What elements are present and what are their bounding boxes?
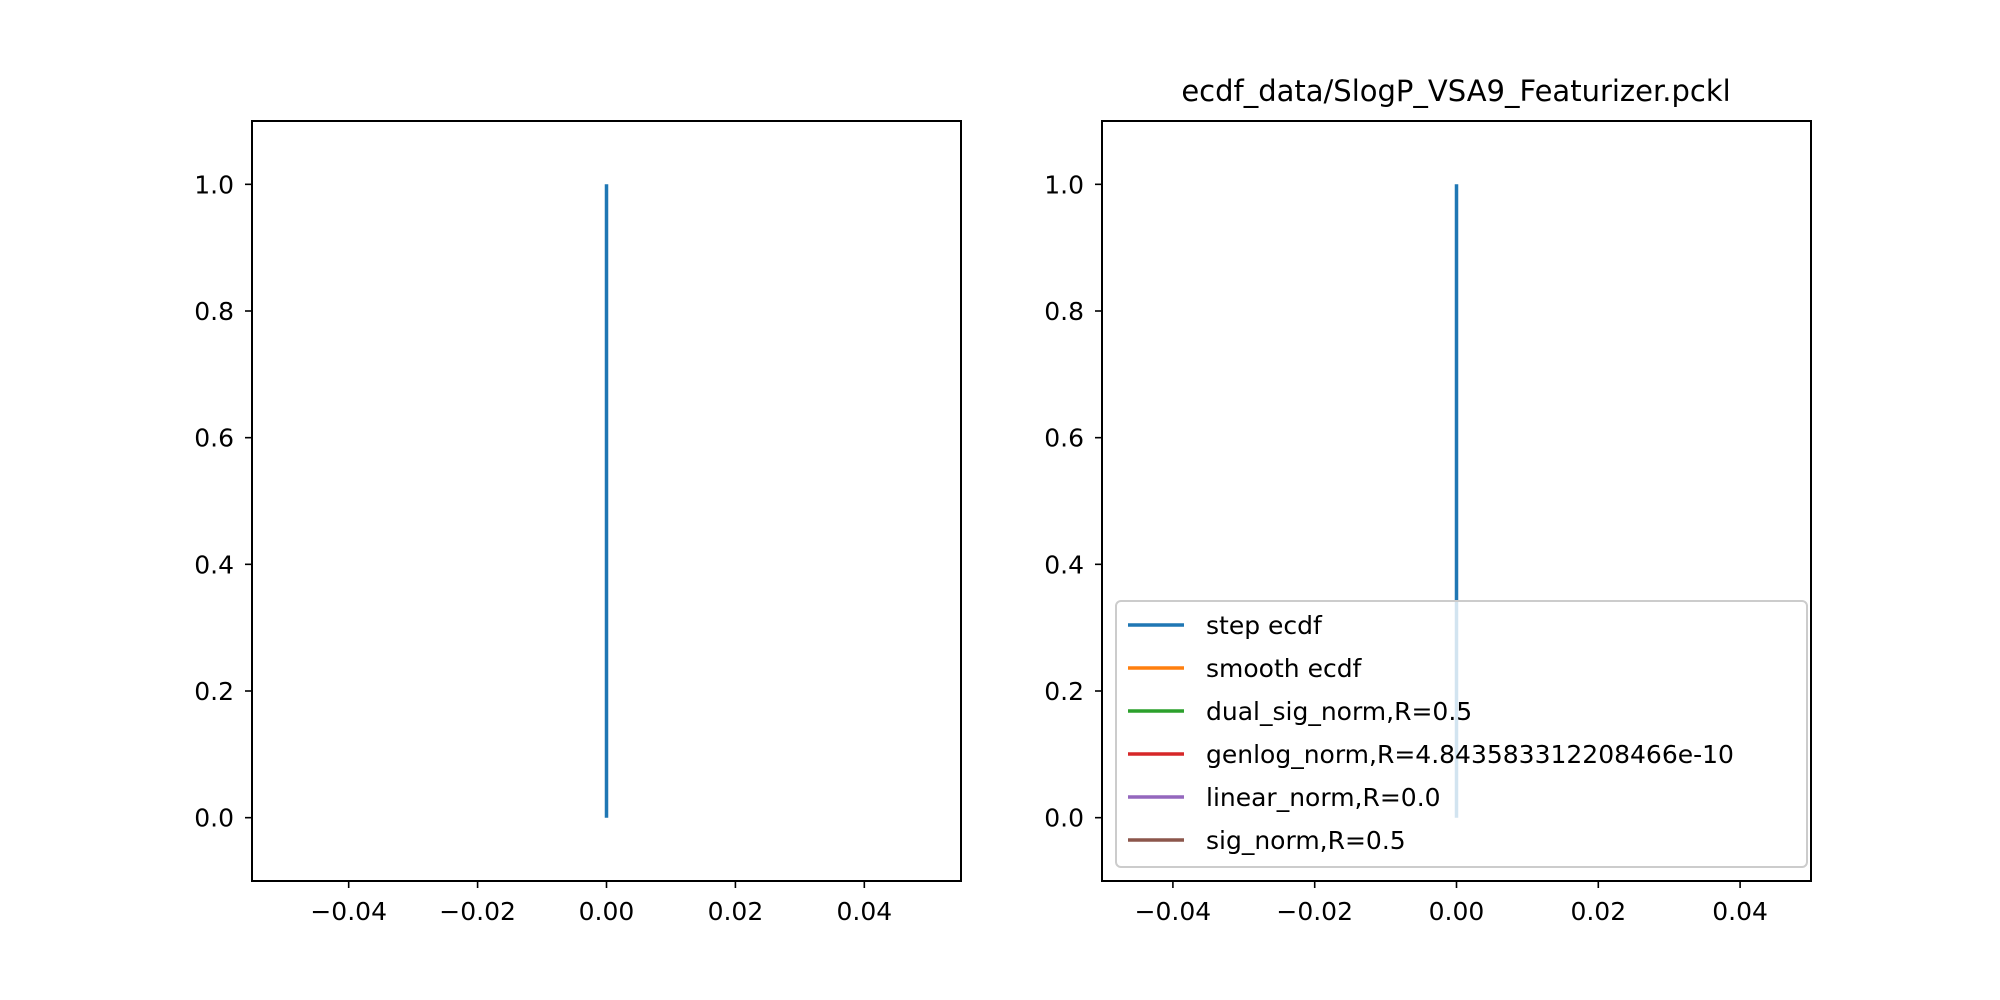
right-chart-y-tick-label: 0.0: [1044, 804, 1084, 833]
legend-label: linear_norm,R=0.0: [1206, 783, 1441, 812]
right-chart-axes-frame: [1101, 120, 1812, 882]
legend-label: genlog_norm,R=4.843583312208466e-10: [1206, 740, 1734, 769]
left-chart-y-tick-label: 1.0: [194, 170, 234, 199]
right-chart-panel: ecdf_data/SlogP_VSA9_Featurizer.pckl −0.…: [1044, 74, 1812, 926]
left-chart-x-tick-label: −0.04: [310, 897, 387, 926]
legend-label: dual_sig_norm,R=0.5: [1206, 697, 1472, 726]
legend-label: smooth ecdf: [1206, 654, 1363, 683]
legend-label: step ecdf: [1206, 611, 1323, 640]
right-chart-x-tick-label: 0.00: [1429, 897, 1485, 926]
right-chart-y-tick-label: 0.2: [1044, 677, 1084, 706]
left-chart-y-tick-label: 0.6: [194, 424, 234, 453]
left-chart-panel: −0.04 −0.02 0.00 0.02 0.04 0.0 0.2 0.4 0.6 0.8 1.0: [194, 120, 962, 926]
right-chart-title: ecdf_data/SlogP_VSA9_Featurizer.pckl: [1181, 74, 1730, 108]
legend-items: step ecdf smooth ecdf dual_sig_norm,R=0.5g…: [1128, 611, 1734, 855]
right-chart-y-tick-label: 0.8: [1044, 297, 1084, 326]
left-chart-y-tick-label: 0.0: [194, 804, 234, 833]
right-chart-y-tick-label: 0.6: [1044, 424, 1084, 453]
left-chart-y-tick-label: 0.2: [194, 677, 234, 706]
legend-box: [1115, 600, 1808, 868]
left-chart-x-tick-label: 0.00: [579, 897, 635, 926]
left-chart-x-tick-label: 0.02: [708, 897, 764, 926]
left-chart-axes-frame: [251, 120, 962, 882]
right-chart-y-tick-label: 1.0: [1044, 170, 1084, 199]
right-chart-x-tick-label: 0.04: [1712, 897, 1768, 926]
left-chart-ticks: −0.04 −0.02 0.00 0.02 0.04 0.0 0.2 0.4 0.6 0.8 1.0: [194, 170, 892, 926]
right-chart-x-tick-label: 0.02: [1570, 897, 1626, 926]
left-chart-x-tick-label: −0.02: [439, 897, 516, 926]
legend: step ecdf smooth ecdf dual_sig_norm,R=0.5g…: [1115, 600, 1808, 868]
left-chart-x-tick-label: 0.04: [836, 897, 892, 926]
left-chart-y-tick-label: 0.4: [194, 550, 234, 579]
right-chart-x-tick-label: −0.02: [1276, 897, 1353, 926]
left-chart-y-tick-label: 0.8: [194, 297, 234, 326]
right-chart-y-tick-label: 0.4: [1044, 550, 1084, 579]
right-chart-x-tick-label: −0.04: [1135, 897, 1212, 926]
right-chart-ticks: −0.04 −0.02 0.00 0.02 0.04 0.0 0.2 0.4 0.6 0.8 1.0: [1044, 170, 1768, 926]
legend-label: sig_norm,R=0.5: [1206, 826, 1406, 855]
